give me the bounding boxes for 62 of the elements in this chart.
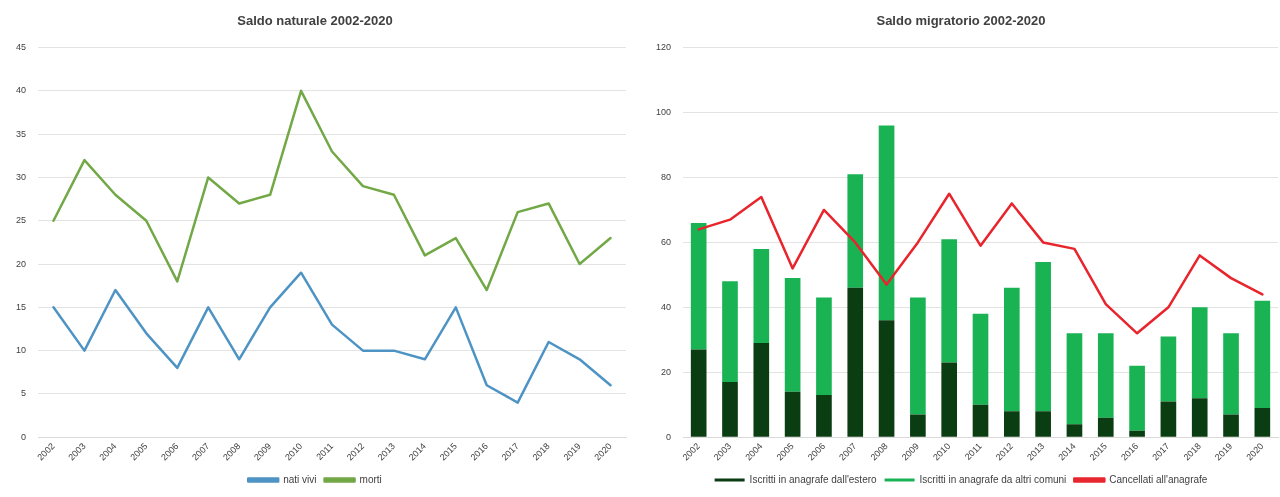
bar (847, 174, 864, 288)
bar (1191, 307, 1208, 399)
bar (1160, 401, 1177, 437)
bar (1066, 333, 1083, 425)
bar (1035, 411, 1051, 437)
bar (722, 281, 738, 383)
bar (1129, 430, 1145, 437)
y-tick-label: 25 (16, 215, 27, 226)
bar (690, 349, 707, 437)
y-tick-label: 0 (21, 431, 27, 442)
bar (722, 382, 738, 437)
legend-label: Iscritti in anagrafe da altri comuni (919, 473, 1067, 485)
y-tick-label: 20 (661, 366, 672, 377)
bar (1003, 287, 1020, 412)
bar (972, 313, 989, 405)
bar (1160, 336, 1177, 402)
bar (1035, 261, 1051, 412)
legend-label: nati vivi (283, 473, 317, 485)
y-tick-label: 40 (661, 301, 672, 312)
chart-title: Saldo migratorio 2002-2020 (876, 13, 1046, 29)
legend-label: Iscritti in anagrafe dall'estero (749, 473, 878, 485)
y-tick-label: 45 (16, 42, 27, 53)
y-tick-label: 80 (661, 171, 672, 182)
y-tick-label: 15 (16, 301, 27, 312)
y-tick-label: 30 (16, 171, 27, 182)
y-tick-label: 120 (655, 42, 672, 53)
y-tick-label: 20 (16, 258, 27, 269)
legend-label: Cancellati all'anagrafe (1109, 473, 1208, 485)
y-tick-label: 100 (655, 107, 672, 118)
bar (910, 297, 926, 415)
bar (816, 297, 832, 395)
bar (1223, 333, 1239, 415)
bar (1254, 300, 1271, 408)
y-tick-label: 0 (666, 431, 672, 442)
bar (878, 125, 895, 321)
bar (690, 222, 707, 350)
bar (972, 404, 989, 437)
bar (1003, 411, 1020, 437)
bar (1254, 407, 1271, 437)
chart-title: Saldo naturale 2002-2020 (237, 13, 393, 29)
bar (1223, 414, 1239, 437)
bar (847, 287, 864, 437)
bar (878, 320, 895, 437)
bar (784, 391, 801, 437)
legend-label: morti (359, 473, 382, 485)
bar (1191, 398, 1208, 437)
bar (816, 395, 832, 437)
y-tick-label: 60 (661, 236, 672, 247)
y-tick-label: 40 (16, 85, 27, 96)
bar (784, 278, 801, 392)
y-tick-label: 5 (21, 388, 27, 399)
bar (1066, 424, 1083, 437)
bar (753, 343, 770, 437)
bar (910, 414, 926, 437)
bar (1129, 365, 1145, 431)
bar (1097, 333, 1114, 418)
bar (753, 248, 770, 344)
bar (941, 362, 958, 437)
y-tick-label: 35 (16, 128, 27, 139)
bar (1097, 417, 1114, 437)
y-tick-label: 10 (16, 345, 27, 356)
bar (941, 239, 958, 363)
